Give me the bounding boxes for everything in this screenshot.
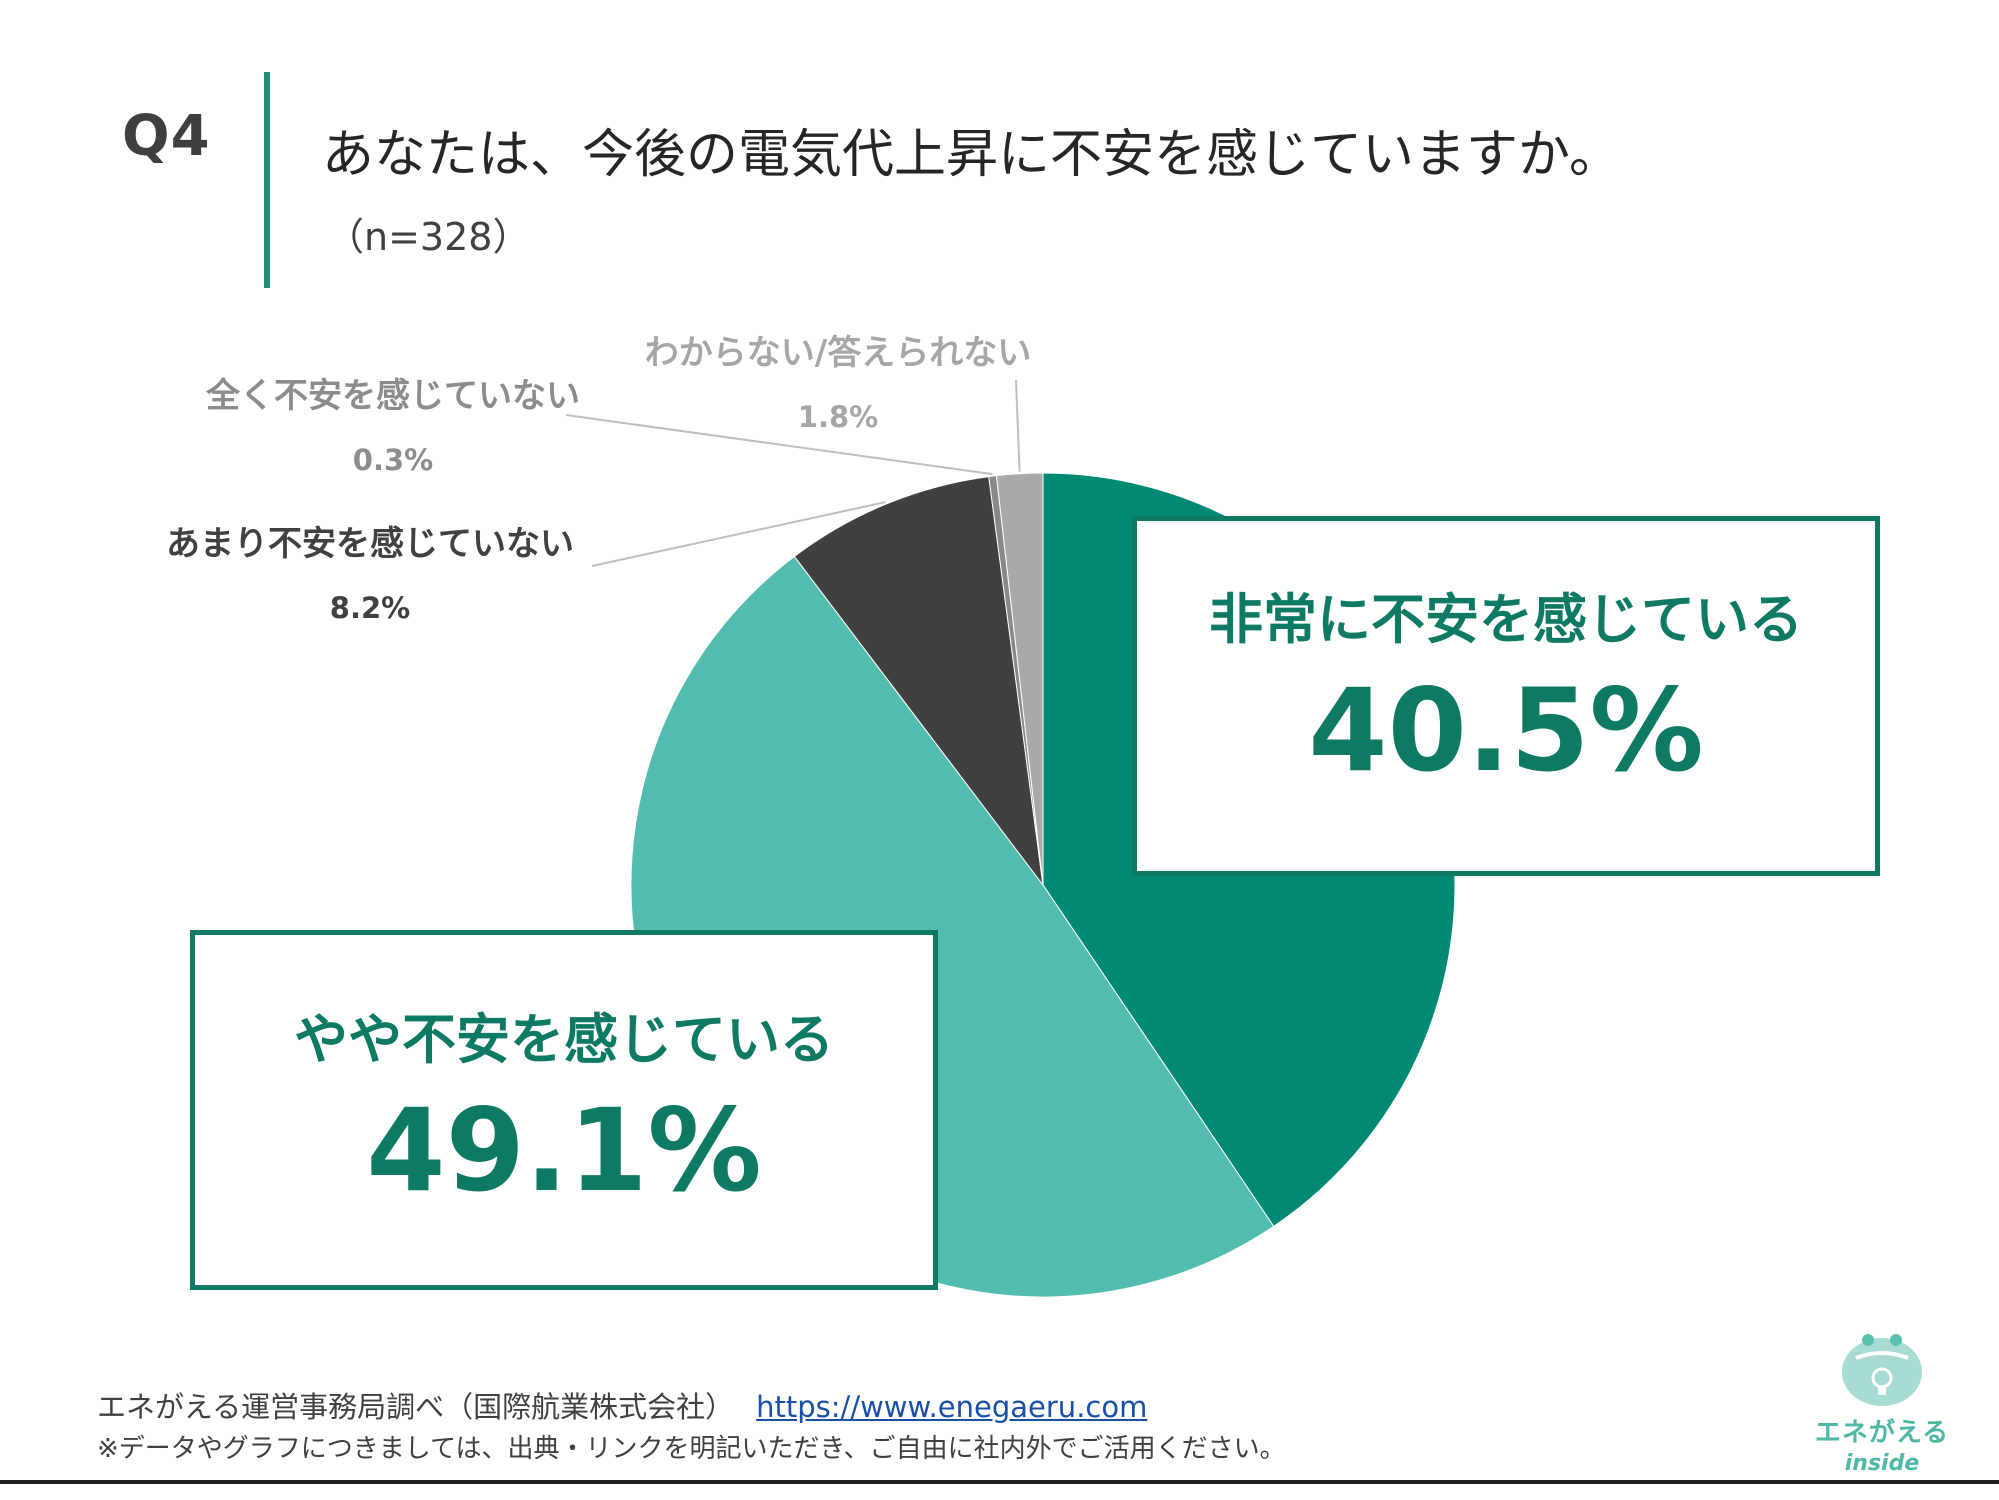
label-not-at-all-value: 0.3% bbox=[352, 443, 434, 477]
callout-very-value: 40.5% bbox=[1308, 664, 1704, 797]
source-link[interactable]: https://www.enegaeru.com bbox=[756, 1390, 1148, 1424]
label-not-at-all-text: 全く不安を感じていない bbox=[206, 376, 580, 416]
usage-note: ※データやグラフにつきましては、出典・リンクを明記いただき、ご自由に社内外でご活… bbox=[97, 1434, 1286, 1464]
callout-somewhat-value: 49.1% bbox=[366, 1084, 762, 1217]
enegaeru-logo-icon bbox=[1842, 1334, 1922, 1406]
label-not-much-value: 8.2% bbox=[329, 591, 411, 625]
leader-unknown bbox=[1015, 379, 1021, 472]
callout-very-label: 非常に不安を感じている bbox=[1209, 588, 1803, 651]
callout-somewhat-anxious: やや不安を感じている 49.1% bbox=[190, 930, 938, 1290]
leader-not-at-all bbox=[565, 414, 993, 476]
leader-not-much bbox=[591, 501, 886, 567]
label-not-much: あまり不安を感じていない 8.2% bbox=[130, 516, 610, 625]
logo-line1: エネがえる bbox=[1814, 1418, 1950, 1448]
slice-unknown bbox=[995, 472, 1044, 886]
label-not-much-text: あまり不安を感じていない bbox=[166, 524, 574, 564]
title-divider bbox=[264, 72, 270, 288]
sample-size: （n=328） bbox=[326, 215, 531, 259]
label-unknown: わからない/答えられない 1.8% bbox=[548, 325, 1128, 434]
source-credit: エネがえる運営事務局調べ（国際航業株式会社） https://www.enegae… bbox=[97, 1384, 1147, 1426]
label-unknown-value: 1.8% bbox=[797, 400, 879, 434]
question-number: Q4 bbox=[122, 104, 211, 169]
slice-not-much bbox=[793, 476, 1044, 887]
label-not-at-all: 全く不安を感じていない 0.3% bbox=[158, 368, 628, 477]
logo-line2: inside bbox=[1844, 1451, 1920, 1476]
source-text: エネがえる運営事務局調べ（国際航業株式会社） bbox=[97, 1390, 735, 1424]
callout-very-anxious: 非常に不安を感じている 40.5% bbox=[1132, 516, 1880, 876]
label-unknown-text: わからない/答えられない bbox=[644, 333, 1032, 373]
leader-lines bbox=[565, 379, 1021, 567]
logo-text: エネがえる inside bbox=[1808, 1412, 1956, 1476]
callout-somewhat-label: やや不安を感じている bbox=[294, 1008, 834, 1071]
bottom-rule bbox=[0, 1480, 1999, 1484]
chart-title: あなたは、今後の電気代上昇に不安を感じていますか。 bbox=[322, 125, 1621, 185]
